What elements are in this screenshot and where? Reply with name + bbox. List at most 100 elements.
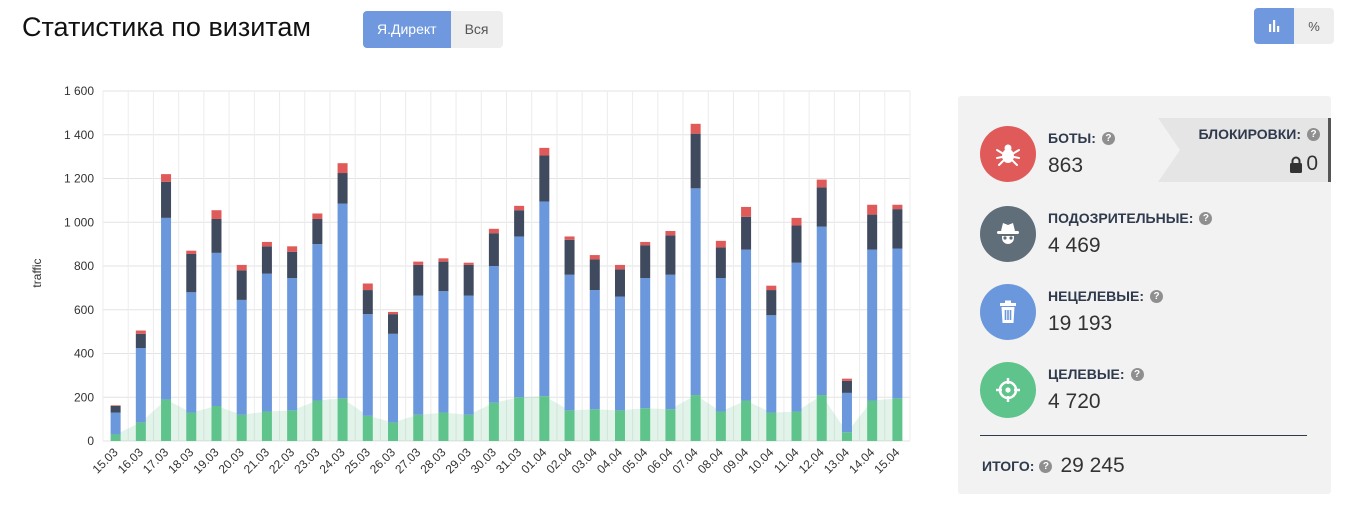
bar-bots-segment[interactable] [589,255,600,260]
bar-non-target-segment[interactable] [337,203,348,399]
bar-non-target-segment[interactable] [715,278,726,412]
bar-suspicious-segment[interactable] [640,245,651,279]
bar-target-segment[interactable] [791,411,802,441]
bar-non-target-segment[interactable] [589,290,600,410]
bar-suspicious-segment[interactable] [741,216,752,250]
bar-target-segment[interactable] [287,410,298,441]
bar-target-segment[interactable] [362,415,373,441]
bar-suspicious-segment[interactable] [539,155,550,202]
bar-bots-segment[interactable] [135,330,146,334]
bar-target-segment[interactable] [640,408,651,441]
bar-bots-segment[interactable] [211,210,222,219]
bar-non-target-segment[interactable] [312,244,323,401]
bar-suspicious-segment[interactable] [564,239,575,275]
bar-non-target-segment[interactable] [413,295,424,415]
bar-bots-segment[interactable] [312,213,323,219]
bar-bots-segment[interactable] [892,204,903,210]
bar-non-target-segment[interactable] [564,274,575,411]
bar-target-segment[interactable] [867,400,878,441]
bar-suspicious-segment[interactable] [514,210,525,237]
bar-suspicious-segment[interactable] [589,259,600,291]
bar-target-segment[interactable] [488,402,499,441]
bar-target-segment[interactable] [261,411,272,441]
bar-target-segment[interactable] [388,422,399,441]
bar-suspicious-segment[interactable] [463,264,474,296]
tab-all[interactable]: Вся [450,11,503,48]
bar-target-segment[interactable] [135,422,146,441]
bar-non-target-segment[interactable] [539,201,550,397]
bar-non-target-segment[interactable] [261,273,272,412]
bar-non-target-segment[interactable] [741,249,752,401]
bar-suspicious-segment[interactable] [211,218,222,253]
bar-non-target-segment[interactable] [514,236,525,398]
bar-suspicious-segment[interactable] [186,253,197,293]
bar-target-segment[interactable] [186,412,197,441]
bar-target-segment[interactable] [438,412,449,441]
bar-non-target-segment[interactable] [690,188,701,396]
bar-suspicious-segment[interactable] [841,380,852,393]
bar-suspicious-segment[interactable] [488,233,499,266]
bar-non-target-segment[interactable] [211,252,222,406]
bar-suspicious-segment[interactable] [867,214,878,250]
bar-non-target-segment[interactable] [463,295,474,415]
bar-suspicious-segment[interactable] [161,181,172,218]
bar-non-target-segment[interactable] [161,217,172,400]
bar-target-segment[interactable] [312,400,323,441]
bar-non-target-segment[interactable] [892,248,903,399]
bar-bots-segment[interactable] [236,264,247,271]
bar-target-segment[interactable] [715,411,726,441]
bar-bots-segment[interactable] [665,231,676,236]
bar-non-target-segment[interactable] [110,412,121,435]
help-icon[interactable]: ? [1130,367,1144,381]
bar-target-segment[interactable] [741,400,752,441]
bar-bots-segment[interactable] [564,236,575,240]
bar-target-segment[interactable] [614,410,625,441]
bar-bots-segment[interactable] [110,405,121,406]
help-icon[interactable]: ? [1307,127,1320,141]
help-icon[interactable]: ? [1039,459,1053,473]
bar-non-target-segment[interactable] [236,299,247,415]
bar-target-segment[interactable] [413,414,424,441]
bar-suspicious-segment[interactable] [261,246,272,274]
bar-bots-segment[interactable] [438,258,449,262]
absolute-view-button[interactable] [1254,8,1294,44]
bar-target-segment[interactable] [463,414,474,441]
bar-bots-segment[interactable] [690,123,701,134]
bar-target-segment[interactable] [110,434,121,441]
bar-bots-segment[interactable] [791,217,802,226]
bar-suspicious-segment[interactable] [665,235,676,275]
help-icon[interactable]: ? [1101,131,1115,145]
bar-bots-segment[interactable] [161,174,172,182]
tab-yandex-direct[interactable]: Я.Директ [363,11,451,48]
bar-suspicious-segment[interactable] [287,251,298,279]
bar-suspicious-segment[interactable] [362,290,373,315]
bar-non-target-segment[interactable] [438,291,449,413]
bar-bots-segment[interactable] [362,283,373,291]
bar-target-segment[interactable] [514,397,525,441]
bar-non-target-segment[interactable] [791,262,802,412]
bar-bots-segment[interactable] [614,264,625,270]
bar-target-segment[interactable] [841,432,852,441]
bar-suspicious-segment[interactable] [110,406,121,413]
bar-suspicious-segment[interactable] [715,247,726,279]
bar-suspicious-segment[interactable] [312,218,323,245]
bar-target-segment[interactable] [766,412,777,441]
bar-target-segment[interactable] [236,414,247,441]
bar-non-target-segment[interactable] [287,278,298,411]
bar-non-target-segment[interactable] [614,296,625,411]
bar-target-segment[interactable] [539,396,550,441]
bar-non-target-segment[interactable] [816,226,827,396]
bar-suspicious-segment[interactable] [388,314,399,334]
bar-suspicious-segment[interactable] [892,209,903,249]
bar-suspicious-segment[interactable] [236,270,247,300]
bar-target-segment[interactable] [816,395,827,441]
bar-non-target-segment[interactable] [388,333,399,423]
bar-target-segment[interactable] [665,409,676,441]
bar-non-target-segment[interactable] [640,278,651,409]
bar-suspicious-segment[interactable] [614,269,625,297]
bar-non-target-segment[interactable] [488,266,499,403]
bar-bots-segment[interactable] [463,262,474,265]
bar-bots-segment[interactable] [186,250,197,254]
help-icon[interactable]: ? [1150,289,1163,303]
bar-target-segment[interactable] [564,410,575,441]
